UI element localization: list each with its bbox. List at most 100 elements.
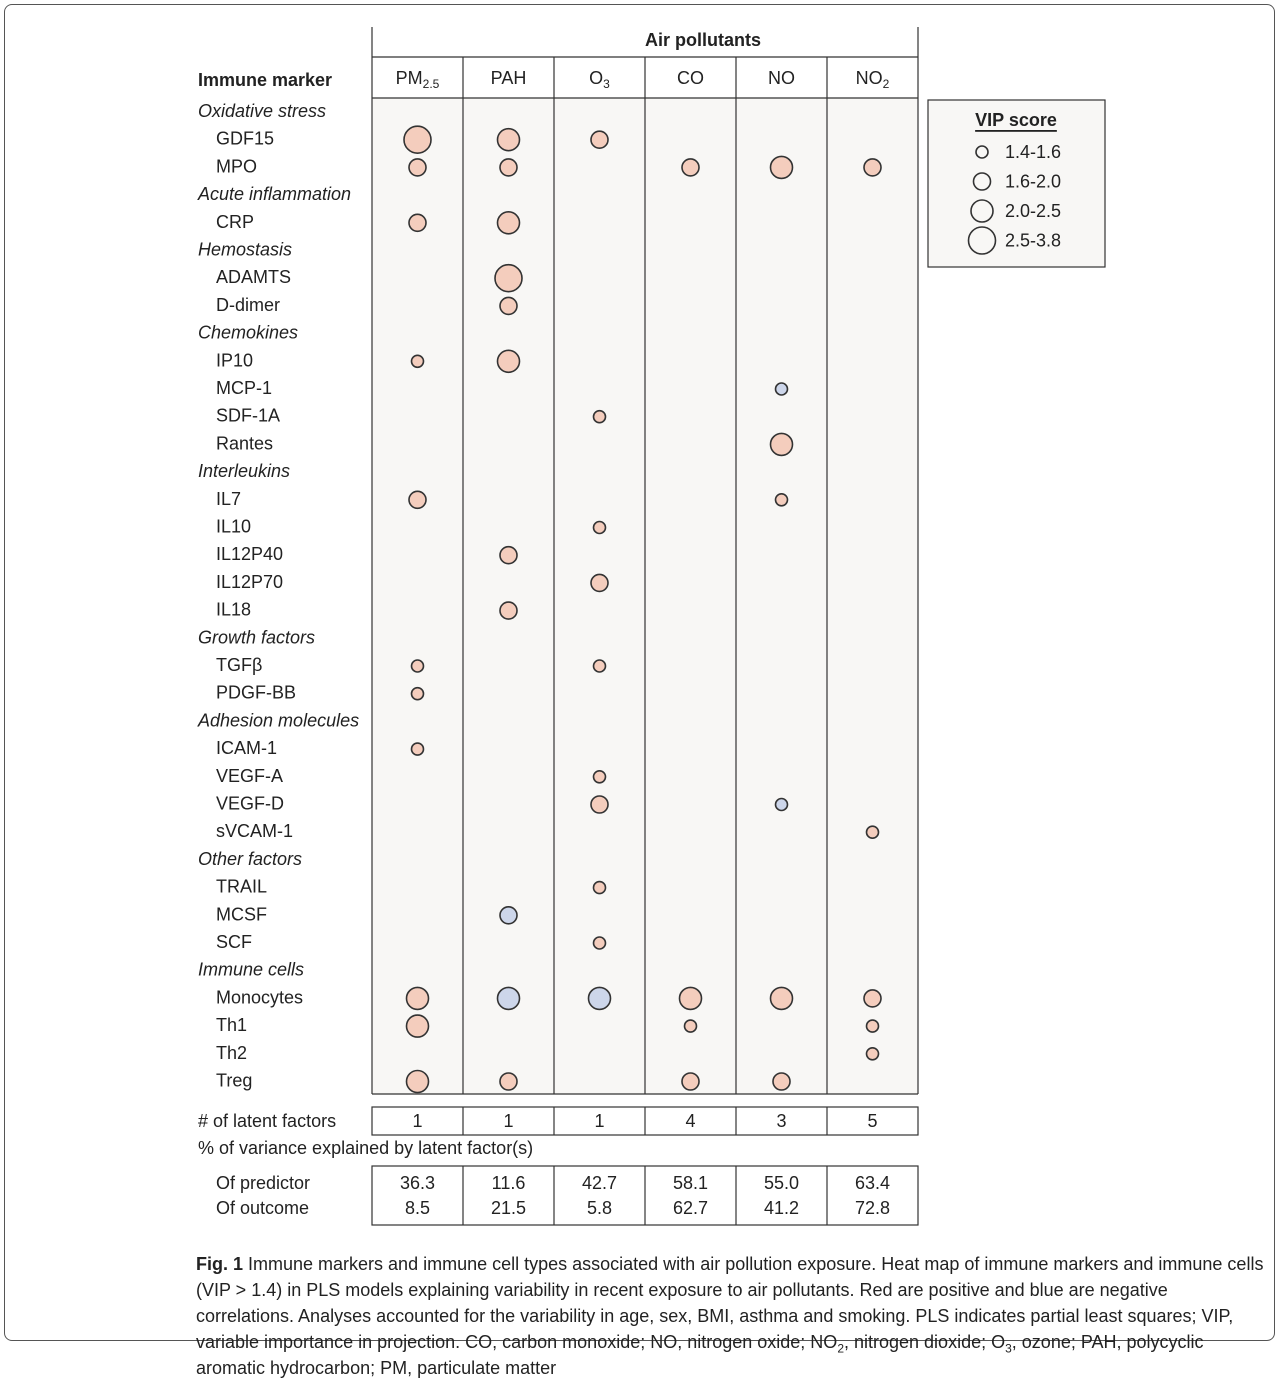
legend-label: 1.6-2.0 (1005, 172, 1061, 192)
column-header: NO2 (856, 68, 890, 91)
latent-factors-value: 5 (867, 1111, 877, 1131)
outcome-value: 21.5 (491, 1198, 526, 1218)
outcome-label: Of outcome (216, 1198, 309, 1218)
caption-text: , nitrogen dioxide; O (844, 1332, 1006, 1352)
latent-factors-value: 1 (594, 1111, 604, 1131)
vip-bubble (769, 986, 794, 1011)
marker-label: ICAM-1 (216, 738, 277, 758)
vip-bubble (408, 213, 427, 233)
predictor-value: 55.0 (764, 1173, 799, 1193)
category-label: Hemostasis (198, 240, 292, 260)
vip-bubble (592, 936, 607, 950)
vip-bubble (408, 490, 427, 510)
vip-bubble (408, 158, 427, 177)
marker-label: SCF (216, 932, 252, 952)
legend-label: 2.5-3.8 (1005, 231, 1061, 251)
vip-bubble (683, 1019, 698, 1033)
outcome-value: 72.8 (855, 1198, 890, 1218)
column-header: CO (677, 68, 704, 88)
marker-label: Th2 (216, 1043, 247, 1063)
latent-factors-label: # of latent factors (198, 1111, 336, 1131)
outcome-value: 62.7 (673, 1198, 708, 1218)
category-label: Growth factors (198, 627, 315, 647)
predictor-value: 36.3 (400, 1173, 435, 1193)
vip-bubble (772, 1072, 791, 1091)
vip-bubble (410, 742, 425, 756)
marker-label: IP10 (216, 350, 253, 370)
predictor-value: 42.7 (582, 1173, 617, 1193)
marker-label: Th1 (216, 1015, 247, 1035)
marker-label: IL10 (216, 517, 251, 537)
bubble-matrix-chart: Air pollutants PM2.5 PAH O3 CO NO NO2 Immune ma… (197, 27, 1106, 1226)
column-header: PAH (491, 68, 527, 88)
caption-label: Fig. 1 (196, 1254, 244, 1274)
outcome-value: 8.5 (405, 1198, 430, 1218)
vip-bubble (496, 127, 521, 152)
marker-label: IL12P70 (216, 572, 283, 592)
marker-label: MCP-1 (216, 378, 272, 398)
legend-circle (970, 199, 994, 223)
caption-sub: 2 (837, 1341, 844, 1356)
marker-label: ADAMTS (216, 267, 291, 287)
column-header: NO (768, 68, 795, 88)
vip-bubble (774, 382, 789, 396)
vip-bubble (769, 155, 794, 180)
marker-label: Rantes (216, 433, 273, 453)
marker-label: Monocytes (216, 987, 303, 1007)
pollutants-header: Air pollutants (645, 30, 761, 50)
latent-factors-value: 4 (685, 1111, 695, 1131)
vip-bubble (590, 573, 609, 593)
marker-label: IL12P40 (216, 544, 283, 564)
predictor-value: 11.6 (492, 1173, 526, 1193)
vip-bubble (863, 989, 882, 1008)
outcome-value: 41.2 (764, 1198, 799, 1218)
vip-bubble (499, 545, 518, 565)
marker-label: CRP (216, 212, 254, 232)
vip-bubble (410, 686, 425, 701)
column-header: O3 (589, 68, 610, 91)
row-header: Immune marker (198, 70, 332, 90)
marker-label: MPO (216, 156, 257, 176)
marker-label: IL7 (216, 489, 241, 509)
legend-circle (975, 145, 989, 159)
predictor-value: 58.1 (673, 1173, 708, 1193)
vip-bubble (681, 158, 700, 177)
figure-caption: Fig. 1 Immune markers and immune cell ty… (196, 1251, 1266, 1381)
marker-label: D-dimer (216, 295, 280, 315)
marker-label: VEGF-D (216, 794, 284, 814)
vip-bubble (590, 130, 609, 149)
vip-bubble (499, 158, 518, 177)
marker-label: IL18 (216, 600, 251, 620)
marker-label: Treg (216, 1071, 252, 1091)
vip-bubble (865, 1047, 880, 1061)
vip-bubble (405, 1069, 430, 1094)
vip-bubble (499, 296, 518, 316)
marker-label: GDF15 (216, 129, 274, 149)
column-header: PM2.5 (396, 68, 440, 91)
vip-bubble (496, 986, 521, 1011)
vip-bubble (590, 795, 609, 814)
legend-label: 1.4-1.6 (1005, 142, 1061, 162)
caption-sub: 3 (1005, 1341, 1012, 1356)
vip-bubble (774, 797, 789, 812)
marker-label: sVCAM-1 (216, 821, 293, 841)
predictor-value: 63.4 (855, 1173, 890, 1193)
caption-text: Immune markers and immune cell types ass… (196, 1254, 1264, 1352)
figure-frame (4, 4, 1275, 1341)
vip-bubble (403, 125, 432, 154)
vip-bubble (496, 211, 521, 235)
legend-label: 2.0-2.5 (1005, 201, 1061, 221)
vip-bubble (865, 1019, 880, 1033)
vip-bubble (405, 986, 430, 1011)
marker-label: SDF-1A (216, 406, 280, 426)
marker-label: PDGF-BB (216, 683, 296, 703)
vip-bubble (499, 1072, 518, 1091)
outcome-value: 5.8 (587, 1198, 612, 1218)
marker-label: MCSF (216, 904, 267, 924)
vip-bubble (410, 659, 425, 673)
predictor-label: Of predictor (216, 1173, 310, 1193)
vip-bubble (592, 659, 607, 673)
category-label: Acute inflammation (197, 184, 351, 204)
marker-label: TRAIL (216, 877, 267, 897)
vip-bubble (592, 409, 607, 424)
